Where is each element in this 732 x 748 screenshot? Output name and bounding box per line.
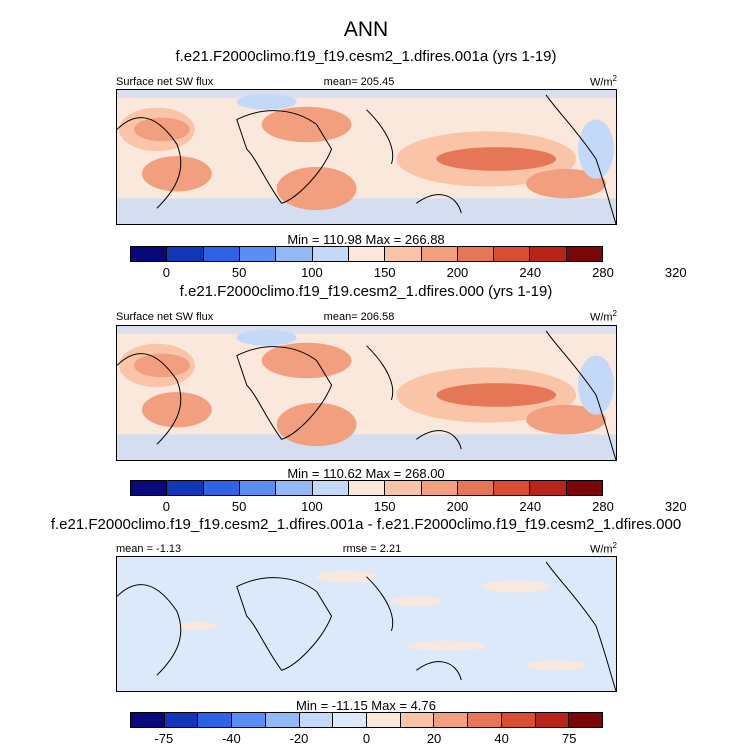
colorbar-swatch	[530, 481, 567, 495]
colorbar-tick-label: 320	[664, 265, 687, 280]
colorbar-tick-label: 0	[162, 265, 170, 280]
panel-1-minmax: Min = 110.98 Max = 266.88	[287, 232, 445, 247]
colorbar-swatch	[239, 481, 277, 495]
colorbar-swatch	[198, 713, 233, 727]
colorbar-swatch	[367, 713, 401, 727]
colorbar-tick-label: 50	[231, 265, 247, 280]
panel-1-case-title: f.e21.F2000climo.f19_f19.cesm2_1.dfires.…	[175, 48, 557, 65]
colorbar-swatch	[457, 481, 495, 495]
panel-3-rmse-label: rmse = 2.21	[342, 543, 402, 555]
colorbar-tick-label: -75	[154, 731, 174, 746]
colorbar-tick-label: 100	[301, 265, 323, 280]
colorbar-swatch	[566, 481, 603, 495]
panel-3-colorbar	[130, 712, 603, 728]
panel-3-units: W/m2	[589, 541, 617, 556]
panel-2-variable-label: Surface net SW flux	[116, 311, 214, 323]
panel-2-minmax: Min = 110.62 Max = 268.00	[287, 466, 445, 481]
colorbar-tick-label: 240	[519, 499, 542, 514]
colorbar-tick-label: 200	[446, 499, 469, 514]
colorbar-swatch	[385, 481, 422, 495]
colorbar-swatch	[385, 247, 422, 261]
colorbar-swatch	[239, 247, 277, 261]
colorbar-tick-label: 75	[561, 731, 577, 746]
colorbar-swatch	[299, 713, 334, 727]
panel-1-map	[116, 89, 617, 225]
colorbar-swatch	[468, 713, 502, 727]
panel-3-map-field	[117, 557, 616, 691]
colorbar-swatch	[501, 713, 536, 727]
colorbar-tick-label: 280	[592, 265, 614, 280]
panel-3-colorbar-ticks: -75 -40 -20 0 20 40 75	[130, 731, 603, 747]
colorbar-tick-label: -20	[289, 731, 309, 746]
colorbar-swatch	[535, 713, 570, 727]
colorbar-swatch	[164, 713, 199, 727]
colorbar-swatch	[569, 713, 603, 727]
colorbar-swatch	[457, 247, 495, 261]
panel-2-case-title: f.e21.F2000climo.f19_f19.cesm2_1.dfires.…	[179, 283, 553, 300]
colorbar-swatch	[203, 481, 240, 495]
colorbar-swatch	[276, 247, 313, 261]
panel-2-map	[116, 325, 617, 461]
panel-1-variable-label: Surface net SW flux	[116, 76, 214, 88]
colorbar-tick-label: -40	[221, 731, 241, 746]
colorbar-swatch	[203, 247, 240, 261]
colorbar-swatch	[421, 481, 458, 495]
colorbar-swatch	[312, 481, 349, 495]
colorbar-swatch	[232, 713, 266, 727]
colorbar-swatch	[434, 713, 469, 727]
panel-1-colorbar	[130, 246, 603, 262]
colorbar-swatch	[494, 247, 531, 261]
colorbar-swatch	[167, 481, 204, 495]
panel-2-map-field	[117, 326, 616, 460]
panel-1-units: W/m2	[589, 74, 617, 89]
panel-3-case-title: f.e21.F2000climo.f19_f19.cesm2_1.dfires.…	[50, 516, 682, 533]
colorbar-tick-label: 200	[446, 265, 469, 280]
colorbar-swatch	[400, 713, 435, 727]
colorbar-swatch	[276, 481, 313, 495]
panel-3-map	[116, 556, 617, 692]
colorbar-tick-label: 20	[426, 731, 442, 746]
colorbar-tick-label: 280	[592, 499, 614, 514]
colorbar-swatch	[566, 247, 603, 261]
colorbar-swatch	[421, 247, 458, 261]
colorbar-swatch	[131, 713, 165, 727]
colorbar-swatch	[131, 481, 168, 495]
panel-2-mean-label: mean= 206.58	[323, 311, 395, 323]
colorbar-tick-label: 240	[519, 265, 542, 280]
panel-1-map-field	[117, 90, 616, 224]
panel-1-mean-label: mean= 205.45	[323, 76, 395, 88]
colorbar-tick-label: 0	[362, 731, 371, 746]
panel-1-colorbar-ticks: 0 50 100 150 200 240 280 320	[130, 265, 687, 281]
panel-2-colorbar	[130, 480, 603, 496]
colorbar-swatch	[265, 713, 300, 727]
colorbar-tick-label: 50	[231, 499, 247, 514]
figure-title: ANN	[343, 18, 389, 41]
colorbar-swatch	[333, 713, 368, 727]
colorbar-tick-label: 100	[301, 499, 323, 514]
panel-2-colorbar-ticks: 0 50 100 150 200 240 280 320	[130, 499, 687, 515]
colorbar-tick-label: 320	[664, 499, 687, 514]
colorbar-swatch	[348, 247, 386, 261]
colorbar-swatch	[167, 247, 204, 261]
colorbar-tick-label: 0	[162, 499, 170, 514]
colorbar-tick-label: 150	[373, 499, 396, 514]
colorbar-swatch	[494, 481, 531, 495]
panel-2-units: W/m2	[589, 309, 617, 324]
colorbar-tick-label: 40	[494, 731, 509, 746]
colorbar-swatch	[530, 247, 567, 261]
colorbar-swatch	[348, 481, 386, 495]
panel-3-minmax: Min = -11.15 Max = 4.76	[296, 698, 436, 713]
colorbar-swatch	[312, 247, 349, 261]
colorbar-swatch	[131, 247, 168, 261]
panel-3-mean-label: mean = -1.13	[116, 543, 182, 555]
colorbar-tick-label: 150	[373, 265, 396, 280]
